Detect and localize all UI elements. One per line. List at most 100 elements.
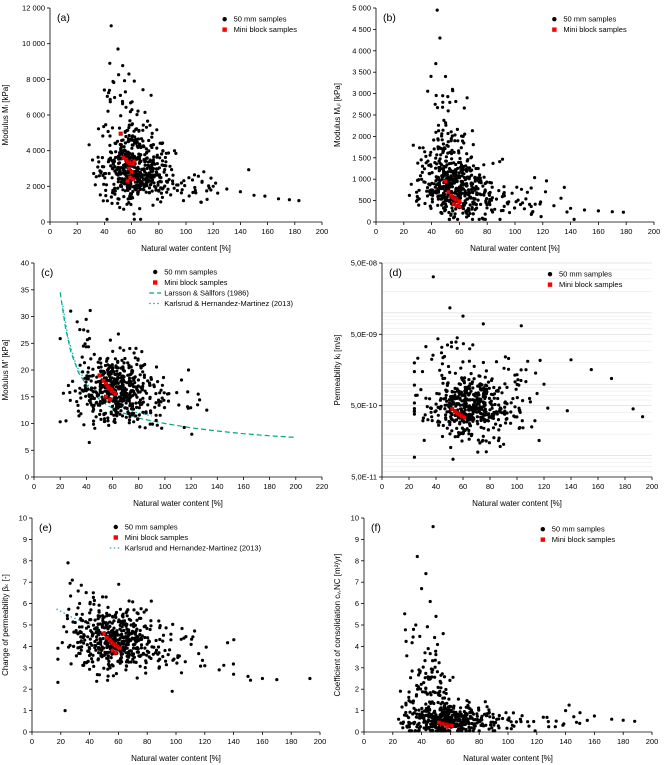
legend-label: Mini block samples (164, 278, 228, 287)
svg-text:60: 60 (127, 227, 135, 236)
panel-c-plot: 0 20 40 60 80 100 120 140 160 180 200 220 0 5 10 15 20 25… (1, 259, 329, 509)
svg-text:60: 60 (455, 227, 463, 236)
svg-text:1: 1 (355, 706, 359, 715)
svg-text:140: 140 (227, 737, 240, 746)
svg-text:4 500: 4 500 (352, 25, 371, 34)
legend-label: 50 mm samples (234, 15, 287, 24)
svg-text:30: 30 (21, 312, 29, 321)
svg-text:8: 8 (23, 556, 27, 565)
svg-text:0: 0 (355, 728, 359, 737)
legend-label: Mini block samples (234, 25, 298, 34)
svg-text:180: 180 (263, 482, 276, 491)
svg-text:40: 40 (82, 482, 90, 491)
svg-text:140: 140 (234, 227, 247, 236)
svg-text:5,0E-09: 5,0E-09 (351, 330, 377, 339)
svg-text:100: 100 (511, 482, 524, 491)
svg-text:40: 40 (100, 227, 108, 236)
svg-text:0: 0 (380, 482, 384, 491)
svg-text:60: 60 (114, 737, 122, 746)
svg-text:200: 200 (290, 482, 303, 491)
svg-text:20: 20 (73, 227, 81, 236)
curve-e (56, 608, 122, 632)
svg-text:8 000: 8 000 (26, 75, 45, 84)
svg-text:10: 10 (351, 514, 359, 523)
svg-text:6: 6 (355, 599, 359, 608)
panel-f: 0 20 40 60 80 100 120 140 160 180 200 0 1 2 3 4 5 6 7 8 9 10 N… (332, 510, 664, 765)
svg-text:160: 160 (256, 737, 269, 746)
panel-letter: (a) (57, 12, 70, 24)
svg-text:0: 0 (367, 218, 371, 227)
panel-c: 0 20 40 60 80 100 120 140 160 180 200 220 0 5 10 15 20 25… (0, 255, 332, 510)
svg-text:1 500: 1 500 (352, 153, 371, 162)
x-axis-label: Natural water content [%] (133, 499, 223, 508)
panel-letter: (f) (371, 522, 381, 534)
svg-text:160: 160 (592, 482, 605, 491)
svg-text:2 500: 2 500 (352, 111, 371, 120)
svg-text:40: 40 (85, 737, 93, 746)
svg-text:5: 5 (23, 621, 27, 630)
svg-text:2 000: 2 000 (26, 182, 45, 191)
svg-text:5,0E-11: 5,0E-11 (351, 473, 377, 482)
svg-text:20: 20 (56, 482, 64, 491)
svg-text:40: 40 (417, 737, 425, 746)
svg-text:220: 220 (316, 482, 329, 491)
svg-text:120: 120 (199, 737, 212, 746)
curve-c (62, 305, 152, 417)
svg-text:4 000: 4 000 (352, 46, 371, 55)
svg-text:6: 6 (23, 599, 27, 608)
svg-text:5 000: 5 000 (352, 4, 371, 13)
panel-a: 0 20 40 60 80 100 120 140 160 180 200 0 2 000 4 000 6 … (0, 0, 332, 255)
svg-text:120: 120 (185, 482, 198, 491)
svg-text:120: 120 (207, 227, 220, 236)
svg-text:25: 25 (21, 339, 29, 348)
svg-text:0: 0 (32, 482, 36, 491)
svg-text:5,0E-10: 5,0E-10 (351, 401, 377, 410)
legend-label: 50 mm samples (552, 525, 605, 534)
svg-text:140: 140 (565, 482, 578, 491)
y-axis-label: Modulus Mₗ [kPa] (1, 85, 10, 146)
y-axis-label: Change of permeability βₖ [-] (1, 574, 10, 676)
svg-text:100: 100 (170, 737, 183, 746)
svg-text:140: 140 (559, 737, 572, 746)
svg-text:60: 60 (446, 737, 454, 746)
legend-label: 50 mm samples (559, 270, 612, 279)
panel-e-plot: 0 20 40 60 80 100 120 140 160 180 200 0 1 2 3 4 5 6 7 8 9 10 N… (1, 514, 326, 764)
y-axis-label: Permeability kᵢ [m/s] (333, 334, 342, 405)
panel-letter: (c) (41, 267, 53, 279)
panel-e: 0 20 40 60 80 100 120 140 160 180 200 0 1 2 3 4 5 6 7 8 9 10 N… (0, 510, 332, 765)
svg-text:40: 40 (21, 259, 29, 268)
svg-text:60: 60 (459, 482, 467, 491)
svg-text:0: 0 (374, 227, 378, 236)
svg-text:1 000: 1 000 (352, 175, 371, 184)
svg-text:180: 180 (617, 737, 630, 746)
svg-text:200: 200 (648, 227, 661, 236)
svg-text:3: 3 (23, 663, 27, 672)
svg-text:15: 15 (21, 392, 29, 401)
legend-label: 50 mm samples (563, 15, 616, 24)
legend-label: Mini block samples (125, 533, 189, 542)
svg-text:140: 140 (211, 482, 224, 491)
panel-letter: (d) (389, 267, 402, 279)
legend-label: Mini block samples (563, 25, 627, 34)
svg-text:180: 180 (619, 482, 632, 491)
svg-text:180: 180 (620, 227, 633, 236)
svg-text:0: 0 (362, 737, 366, 746)
panel-letter: (e) (39, 522, 52, 534)
svg-text:120: 120 (538, 482, 551, 491)
svg-text:5: 5 (25, 446, 29, 455)
svg-text:0: 0 (48, 227, 52, 236)
panel-d-plot: 0 20 40 60 80 100 120 140 160 180 200 5,0E-08 5,0E-0… (333, 259, 658, 509)
svg-text:9: 9 (23, 535, 27, 544)
legend-label: 50 mm samples (164, 268, 217, 277)
svg-text:10 000: 10 000 (22, 39, 45, 48)
legend-label: Karlsrud & Hernandez-Martinez (2013) (164, 299, 293, 308)
svg-text:20: 20 (400, 227, 408, 236)
svg-text:120: 120 (537, 227, 550, 236)
svg-text:80: 80 (486, 482, 494, 491)
svg-text:200: 200 (316, 227, 329, 236)
svg-text:80: 80 (483, 227, 491, 236)
svg-text:40: 40 (427, 227, 435, 236)
svg-text:180: 180 (289, 227, 302, 236)
svg-text:500: 500 (358, 196, 371, 205)
svg-text:6 000: 6 000 (26, 111, 45, 120)
